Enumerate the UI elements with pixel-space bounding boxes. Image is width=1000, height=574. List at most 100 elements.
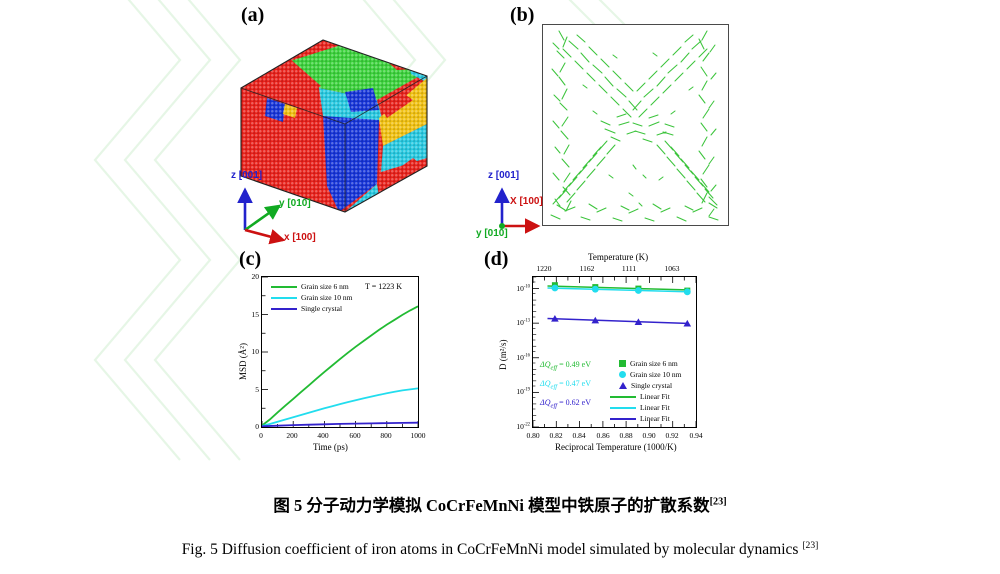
grain-boundary-trajectory-box	[542, 24, 729, 226]
caption-chinese-text: 分子动力学模拟 CoCrFeMnNi 模型中铁原子的扩散系数	[306, 496, 710, 515]
caption-english-text: Fig. 5 Diffusion coefficient of iron ato…	[181, 541, 799, 559]
legend-label: Linear Fit	[640, 403, 670, 412]
annotation-number: 0.62	[565, 398, 580, 407]
panel-b: (b)	[476, 2, 750, 247]
fit-line-grain-10nm	[547, 287, 687, 293]
curve-grain-6nm	[262, 305, 418, 427]
triad-label-x: X [100]	[510, 196, 543, 207]
annotation-unit: eV	[581, 379, 591, 388]
caption-chinese-ref: [23]	[709, 496, 727, 508]
panel-c-plot-frame	[261, 276, 419, 428]
figure-area: (a)	[93, 0, 750, 486]
panel-c-ytick-20: 20	[251, 272, 260, 281]
panel-d-toptick-1063: 1063	[664, 264, 680, 273]
panel-d-xtick-0-90: 0.90	[642, 431, 656, 440]
legend-line-icon	[271, 307, 297, 310]
panel-d-top-axis-title: Temperature (K)	[588, 252, 649, 262]
panel-c-xtick-600: 600	[349, 431, 361, 440]
panel-d-xtick-0-88: 0.88	[619, 431, 633, 440]
panel-d-xtick-0-84: 0.84	[572, 431, 586, 440]
panel-c-ytick-10: 10	[251, 347, 260, 356]
legend-item-grain-6nm: Grain size 6 nm	[610, 358, 681, 369]
cube-svg	[240, 39, 428, 213]
panel-a-label: (a)	[241, 4, 265, 26]
caption-english: Fig. 5 Diffusion coefficient of iron ato…	[0, 540, 1000, 559]
legend-circle-icon	[619, 371, 626, 378]
panel-c: (c)	[213, 248, 448, 486]
triad-label-y: y [010]	[476, 228, 508, 239]
panel-b-label: (b)	[510, 4, 535, 26]
legend-label: Grain size 10 nm	[630, 370, 682, 379]
annotation-symbol: ΔQeff	[540, 398, 558, 410]
legend-line-icon	[271, 285, 297, 288]
panel-c-xtick-200: 200	[286, 431, 298, 440]
legend-triangle-icon	[619, 382, 627, 389]
panel-c-ytick-5: 5	[255, 384, 259, 394]
panel-c-ytick-15: 15	[251, 309, 260, 319]
panel-d-xtick-0-82: 0.82	[549, 431, 563, 440]
annotation-number: 0.49	[565, 360, 580, 369]
annotation-value: =	[559, 360, 566, 369]
points-grain-10nm	[551, 284, 691, 296]
panel-a-axis-triad: z [001] y [010] x [100]	[231, 170, 351, 245]
panel-d-svg	[533, 277, 696, 427]
curve-single-crystal	[262, 421, 418, 427]
panel-d-toptick-1162: 1162	[579, 264, 595, 273]
caption-chinese-prefix: 图 5	[273, 496, 303, 515]
legend-label: Linear Fit	[640, 392, 670, 401]
triad-label-z: z [001]	[231, 170, 263, 181]
legend-item-fit-green: Linear Fit	[610, 391, 681, 402]
annotation-value: =	[559, 398, 566, 407]
panel-c-xtick-400: 400	[317, 431, 329, 440]
panel-d-xaxis-title: Reciprocal Temperature (1000/K)	[555, 442, 677, 452]
panel-d-yaxis-title: D (m²/s)	[498, 339, 508, 370]
panel-c-svg	[262, 277, 418, 427]
panel-d-legend: Grain size 6 nm Grain size 10 nm Single …	[610, 358, 681, 424]
annotation-symbol: ΔQeff	[540, 379, 558, 391]
polycrystal-cube	[227, 26, 437, 216]
panel-c-yaxis-title: MSD (Å²)	[238, 343, 248, 380]
legend-item-grain-10nm: Grain size 10 nm	[610, 369, 681, 380]
panel-c-ytick-0: 0	[255, 422, 259, 431]
legend-line-icon	[271, 296, 297, 299]
legend-line-icon	[610, 406, 636, 409]
panel-d-ytick-10e-13: 10-13	[516, 318, 530, 327]
triad-label-y: y [010]	[279, 198, 311, 209]
annotation-deltaQ-grain-10nm: ΔQeff = 0.47 eV	[540, 379, 591, 391]
panel-d-ytick-10e-10: 10-10	[516, 283, 530, 293]
legend-line-icon	[610, 417, 636, 420]
panel-d-xtick-0-80: 0.80	[526, 431, 540, 440]
panel-b-axis-triad: z [001] X [100] y [010]	[476, 170, 583, 240]
panel-c-xtick-0: 0	[259, 431, 263, 440]
panel-c-legend: Grain size 6 nm Grain size 10 nm Single …	[271, 281, 352, 314]
annotation-unit: eV	[581, 360, 591, 369]
legend-item-single-crystal: Single crystal	[610, 380, 681, 391]
panel-c-xtick-1000: 1000	[410, 431, 426, 440]
legend-line-icon	[610, 395, 636, 398]
panel-d-ytick-10e-19: 10-19	[516, 387, 530, 396]
panel-c-label: (c)	[239, 248, 262, 270]
points-single-crystal	[551, 315, 692, 327]
annotation-unit: eV	[581, 398, 591, 407]
panel-d-ytick-10e-16: 10-16	[516, 352, 530, 362]
panel-d-toptick-1220: 1220	[536, 264, 552, 273]
panel-c-xtick-800: 800	[380, 431, 392, 440]
panel-d-plot-frame	[532, 276, 697, 428]
triad-label-z: z [001]	[488, 170, 520, 181]
legend-item-single-crystal: Single crystal	[271, 303, 352, 314]
legend-label: Grain size 6 nm	[301, 282, 349, 291]
legend-label: Grain size 6 nm	[630, 359, 678, 368]
panel-d-label: (d)	[484, 248, 509, 270]
caption-chinese: 图 5 分子动力学模拟 CoCrFeMnNi 模型中铁原子的扩散系数[23]	[0, 492, 1000, 516]
annotation-number: 0.47	[565, 379, 580, 388]
panel-d-ytick-10e-22: 10-22	[516, 421, 530, 431]
legend-label: Linear Fit	[640, 414, 670, 423]
annotation-symbol: ΔQeff	[540, 360, 558, 372]
triad-arrows-a	[237, 187, 286, 245]
panel-c-temperature-annotation: T = 1223 K	[365, 282, 403, 291]
caption-english-ref: [23]	[802, 540, 819, 551]
legend-square-icon	[619, 360, 626, 367]
panel-d-toptick-1111: 1111	[621, 264, 637, 273]
panel-d-xtick-0-92: 0.92	[665, 431, 679, 440]
legend-item-fit-cyan: Linear Fit	[610, 402, 681, 413]
